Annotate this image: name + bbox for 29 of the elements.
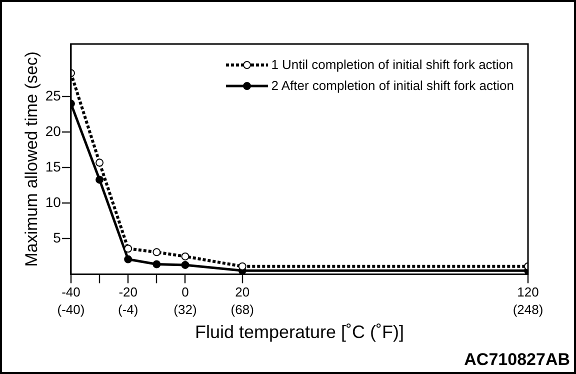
x2-tick-label: (248) <box>512 302 544 318</box>
x-tick-label: -40 <box>62 284 80 300</box>
point <box>124 255 132 264</box>
point <box>124 244 132 253</box>
point <box>181 252 190 260</box>
point <box>181 260 190 269</box>
point <box>238 262 246 270</box>
legend-label: 1 Until completion of initial shift fork action <box>271 56 514 74</box>
y-axis-title: Maximum allowed time (sec) <box>22 51 41 267</box>
y-tick-label: 10 <box>45 194 62 210</box>
point <box>96 176 104 184</box>
point <box>152 260 161 268</box>
x-tick-label: 0 <box>182 284 189 300</box>
x2-tick-label: (-4) <box>118 302 138 318</box>
point <box>96 158 104 167</box>
x-axis-title: Fluid temperature [˚C (˚F)] <box>194 322 404 342</box>
text: AC710827AB <box>464 350 570 370</box>
x-tick-label: -20 <box>118 284 138 300</box>
legend-label: 2 After completion of initial shift fork action <box>271 77 514 95</box>
x2-tick-label: (68) <box>230 302 254 318</box>
x-tick-label: 20 <box>235 284 250 300</box>
y-tick-label: 20 <box>45 122 62 139</box>
y-tick-label: 15 <box>45 158 62 174</box>
x2-tick-label: (32) <box>174 302 197 318</box>
y-tick-label: 5 <box>53 230 62 246</box>
point <box>152 248 161 256</box>
y-tick-label: 25 <box>45 87 62 104</box>
x-tick-label: 120 <box>517 284 539 300</box>
x2-tick-label: (-40) <box>57 302 85 318</box>
